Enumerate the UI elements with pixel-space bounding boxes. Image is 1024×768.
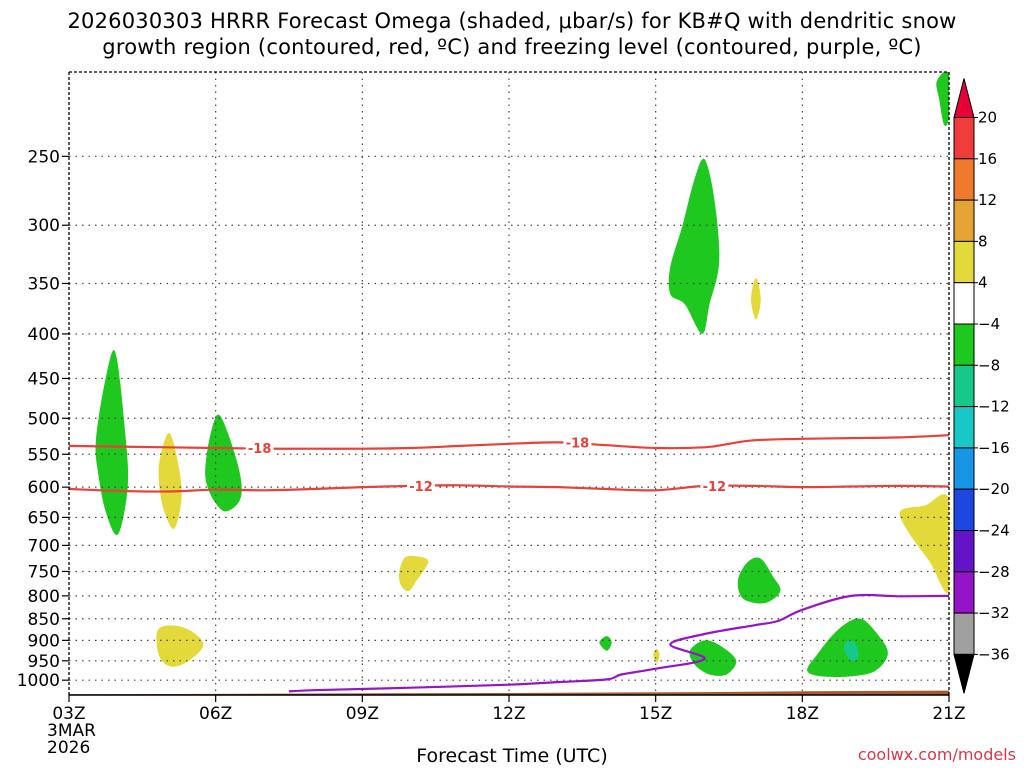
chart-title: 2026030303 HRRR Forecast Omega (shaded, … [0, 8, 1024, 60]
colorbar-label-10: −24 [978, 522, 1010, 540]
y-tick-label-600: 600 [28, 478, 60, 498]
colorbar-segment-5 [953, 323, 975, 366]
contour-label-1-1: -12 [703, 480, 727, 495]
colorbar-label-0: 20 [978, 109, 997, 127]
colorbar-segment-1 [953, 158, 975, 201]
contour-label-bg-0-1 [563, 434, 592, 451]
omega-area-12 [843, 640, 859, 662]
omega-area-8 [599, 636, 612, 651]
y-tick-label-300: 300 [28, 216, 60, 236]
terrain-fill [69, 690, 949, 695]
colorbar-segment-0 [953, 117, 975, 160]
colorbar-tip-bottom [953, 653, 975, 694]
y-tick-label-700: 700 [28, 536, 60, 556]
colorbar-label-9: −20 [978, 480, 1010, 498]
colorbar-segment-3 [953, 240, 975, 284]
terrain-area [69, 690, 949, 695]
contour-label-0-0: -18 [248, 442, 272, 457]
colorbar-label-13: −36 [978, 645, 1010, 663]
y-tick-label-550: 550 [28, 445, 60, 465]
x-tick-label-12: 12Z [492, 704, 525, 724]
colorbar-label-4: 4 [978, 274, 988, 292]
omega-area-13 [899, 494, 949, 594]
omega-area-10 [689, 640, 737, 676]
y-tick-label-650: 650 [28, 508, 60, 528]
y-tick-label-350: 350 [28, 274, 60, 294]
x-tick-label-21: 21Z [932, 704, 965, 724]
colorbar-label-12: −32 [978, 604, 1010, 622]
contour-line-2 [288, 593, 949, 693]
contour-line-1 [69, 484, 949, 493]
y-tick-label-900: 900 [28, 631, 60, 651]
colorbar-segment-4 [953, 282, 975, 325]
colorbar-segment-6 [953, 364, 975, 408]
omega-area-1 [205, 414, 242, 512]
omega-area-5 [668, 158, 720, 334]
contour-line-0 [69, 434, 949, 450]
omega-area-7 [737, 557, 781, 604]
x-tick-label-15: 15Z [639, 704, 672, 724]
colorbar-label-2: 12 [978, 191, 997, 209]
credit-link[interactable]: coolwx.com/models [857, 745, 1016, 764]
y-tick-label-800: 800 [28, 587, 60, 607]
colorbar-label-5: −4 [978, 315, 1000, 333]
contour-label-bg-1-0 [407, 477, 435, 494]
omega-area-9 [653, 648, 660, 663]
y-tick-label-250: 250 [28, 147, 60, 167]
colorbar-segment-9 [953, 488, 975, 532]
colorbar-label-8: −16 [978, 439, 1010, 457]
chart-title-line1: 2026030303 HRRR Forecast Omega (shaded, … [67, 9, 957, 33]
contour-label-0-1: -18 [566, 436, 590, 451]
colorbar-label-6: −8 [978, 356, 1000, 374]
temperature-contours: -18 -18 -12 -12 [69, 434, 949, 693]
colorbar-label-3: 8 [978, 232, 988, 250]
colorbar-label-1: 16 [978, 150, 997, 168]
omega-area-2 [158, 433, 182, 530]
x-tick-label-18: 18Z [786, 704, 819, 724]
contour-label-1-0: -12 [409, 480, 433, 495]
y-tick-label-450: 450 [28, 369, 60, 389]
colorbar-segment-8 [953, 447, 975, 490]
colorbar-tip-top [953, 78, 975, 118]
contour-label-bg-0-0 [245, 440, 274, 457]
colorbar: 20 16 12 8 4 −4 −8 −12 −16 −20 −24 −28 −32 −36 [953, 78, 1010, 694]
y-tick-label-750: 750 [28, 562, 60, 582]
omega-area-14 [936, 72, 949, 126]
colorbar-label-11: −28 [978, 563, 1010, 581]
x-tick-label-3: 03Z [52, 704, 85, 724]
x-tick-label-6: 06Z [199, 704, 232, 724]
chart-title-line2: growth region (contoured, red, ºC) and f… [102, 35, 922, 59]
colorbar-label-7: −12 [978, 398, 1010, 416]
colorbar-segment-11 [953, 571, 975, 614]
contour-label-bg-1-1 [700, 477, 729, 494]
plot-frame [68, 71, 950, 696]
colorbar-segment-2 [953, 199, 975, 242]
x-tick-sublabel-3-0: 3MAR [47, 721, 96, 741]
y-axis: 2503003504004505005506006507007508008509… [17, 147, 69, 691]
omega-area-6 [751, 278, 761, 320]
y-tick-label-500: 500 [28, 409, 60, 429]
omega-area-4 [398, 555, 429, 592]
omega-shaded-areas [95, 72, 949, 678]
y-tick-label-1000: 1000 [17, 671, 60, 691]
y-tick-label-400: 400 [28, 325, 60, 345]
omega-area-3 [156, 625, 204, 667]
x-tick-sublabel-3-1: 2026 [47, 738, 90, 758]
grid-lines [69, 72, 949, 695]
colorbar-segment-12 [953, 612, 975, 655]
omega-area-0 [95, 350, 129, 536]
colorbar-segment-10 [953, 530, 975, 573]
colorbar-segment-7 [953, 406, 975, 449]
x-axis-label: Forecast Time (UTC) [416, 745, 608, 767]
y-tick-label-950: 950 [28, 652, 60, 672]
y-tick-label-850: 850 [28, 610, 60, 630]
x-tick-label-9: 09Z [346, 704, 379, 724]
